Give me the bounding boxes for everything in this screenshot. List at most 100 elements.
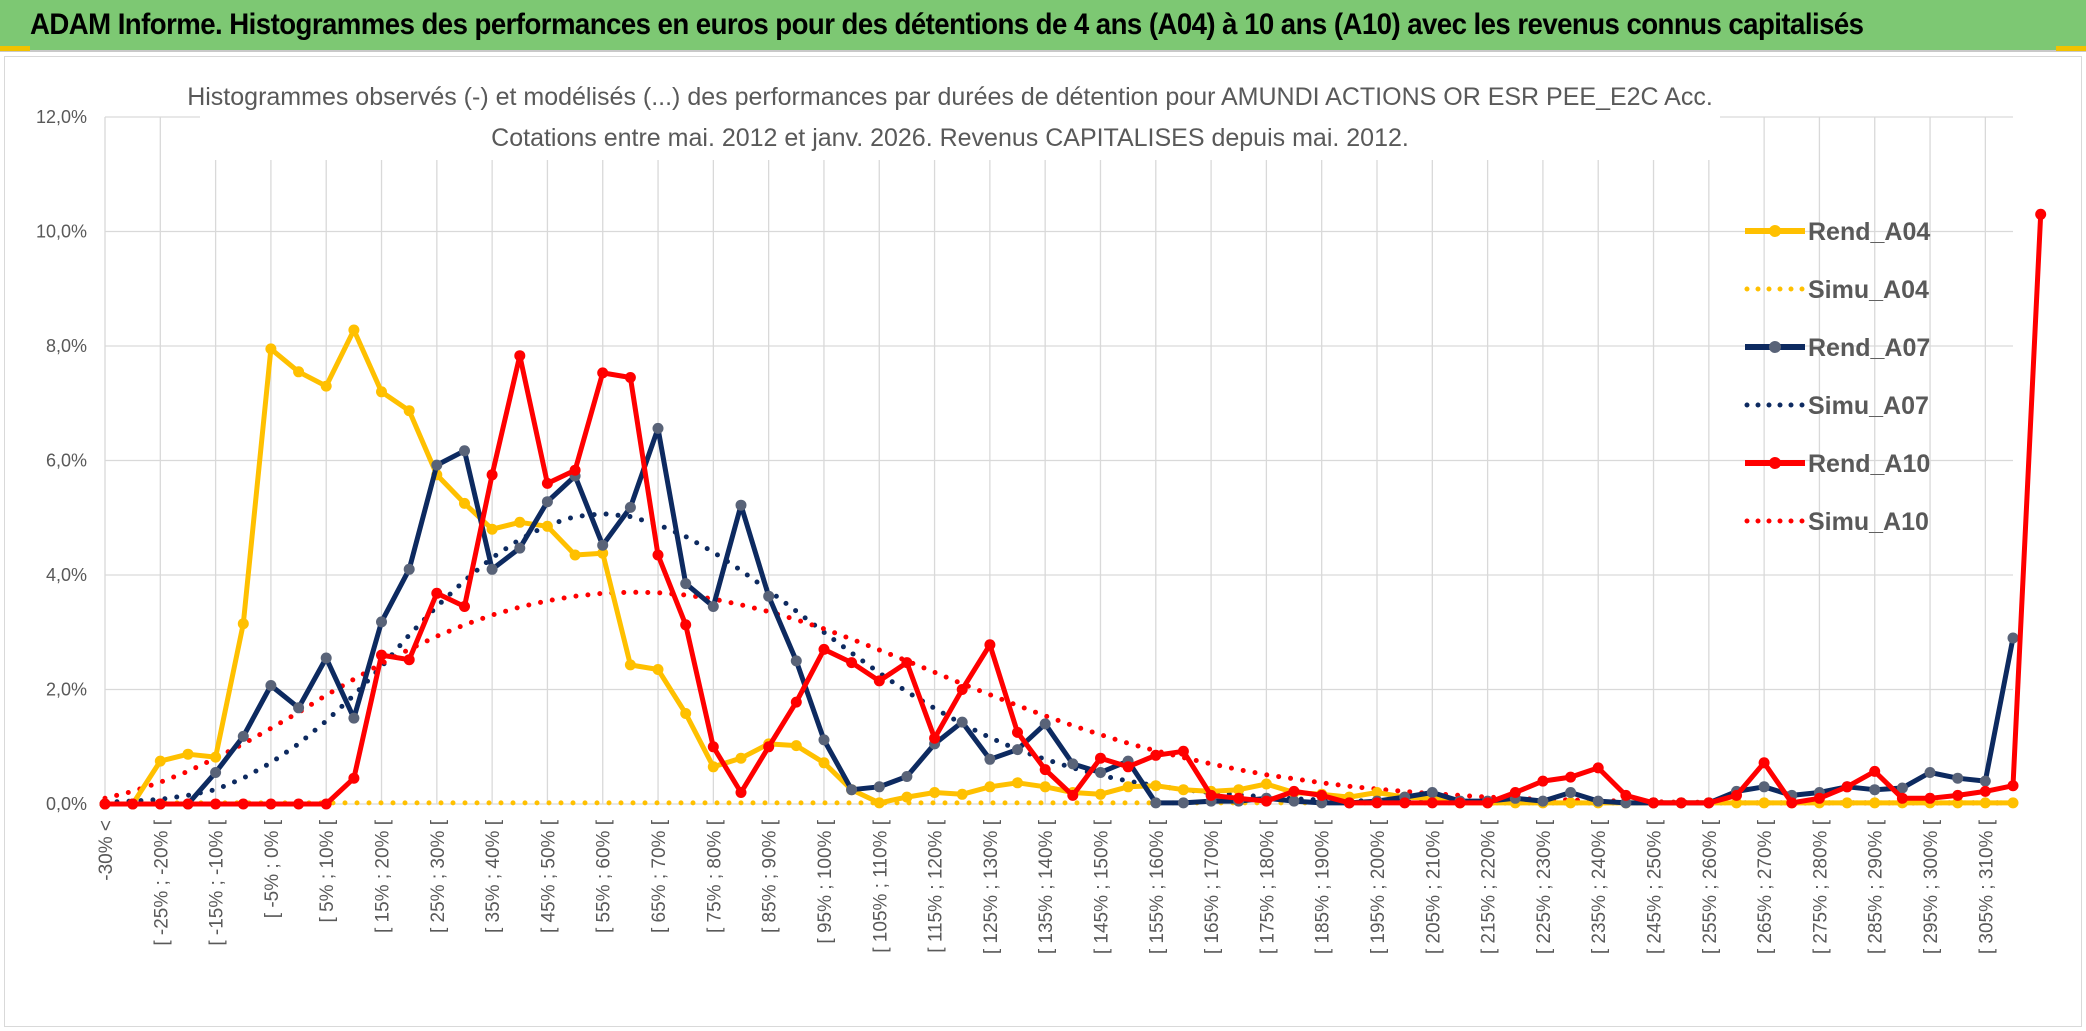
- y-axis-ticks: 0,0% 2,0% 4,0% 6,0% 8,0% 10,0% 12,0%: [36, 107, 87, 814]
- legend-entry-rend-a07: Rend_A07: [1745, 334, 1930, 362]
- x-tick-label: [ 245% ; 250% [: [1645, 819, 1666, 954]
- data-point: [624, 659, 636, 671]
- x-tick-label: [ 215% ; 220% [: [1479, 819, 1500, 954]
- x-tick-label: [ 255% ; 260% [: [1700, 819, 1721, 954]
- series-line: [105, 327, 2013, 807]
- x-tick-label: [ 305% ; 310% [: [1976, 819, 1997, 954]
- data-point: [2007, 632, 2019, 644]
- banner-accent-right: [2056, 46, 2086, 51]
- x-tick-label: [ 205% ; 210% [: [1423, 819, 1444, 954]
- data-point: [2007, 797, 2019, 809]
- data-point: [1675, 797, 1687, 809]
- data-point: [763, 741, 775, 753]
- data-point: [1592, 762, 1604, 774]
- data-point: [624, 372, 636, 383]
- chart-gridlines: [104, 116, 2013, 805]
- legend-entry-rend-a10: Rend_A10: [1745, 450, 1930, 478]
- data-point: [956, 684, 968, 695]
- x-tick-label: [ 75% ; 80% [: [704, 819, 725, 933]
- data-point: [873, 675, 885, 687]
- series-line: [105, 214, 2044, 807]
- data-point: [790, 740, 802, 752]
- series-rend-a10: [99, 208, 2047, 810]
- data-point: [680, 578, 692, 590]
- data-point: [818, 643, 830, 655]
- data-point: [818, 734, 830, 746]
- data-point: [818, 757, 830, 769]
- data-point: [1316, 789, 1328, 801]
- x-tick-label: [ 55% ; 60% [: [594, 819, 615, 933]
- x-tick-label: [ 295% ; 300% [: [1921, 819, 1942, 954]
- data-point: [1150, 780, 1162, 792]
- y-tick-label: 0,0%: [46, 794, 87, 814]
- data-point: [376, 386, 387, 398]
- data-point: [1758, 781, 1770, 793]
- series-rend-a07: [99, 422, 2019, 810]
- data-point: [403, 405, 415, 417]
- y-tick-label: 8,0%: [46, 336, 87, 356]
- data-point: [541, 477, 553, 489]
- data-point: [680, 619, 692, 631]
- data-point: [1012, 726, 1023, 738]
- data-point: [154, 798, 166, 810]
- data-point: [1758, 757, 1770, 769]
- data-point: [2007, 780, 2019, 792]
- data-point: [514, 350, 526, 362]
- legend-marker: [1769, 225, 1781, 237]
- data-point: [1896, 792, 1908, 804]
- data-point: [1150, 749, 1162, 761]
- data-point: [901, 657, 913, 669]
- legend-label: Rend_A04: [1808, 218, 1930, 246]
- data-point: [265, 680, 277, 691]
- data-point: [1565, 787, 1577, 798]
- data-point: [763, 590, 775, 602]
- x-tick-label: [ 225% ; 230% [: [1534, 819, 1555, 954]
- legend-entry-rend-a04: Rend_A04: [1745, 218, 1930, 246]
- legend-entry-simu-a10: Simu_A10: [1744, 508, 1929, 536]
- x-tick-label: [ 185% ; 190% [: [1313, 819, 1334, 954]
- data-point: [431, 459, 443, 471]
- data-point: [1095, 788, 1106, 800]
- x-tick-label: [ 135% ; 140% [: [1036, 819, 1057, 954]
- data-point: [348, 324, 360, 336]
- data-point: [459, 497, 470, 509]
- data-point: [2035, 208, 2047, 220]
- data-point: [929, 732, 941, 744]
- x-tick-label: [ -15% ; -10% [: [207, 819, 228, 945]
- data-point: [1924, 792, 1936, 804]
- data-point: [1122, 781, 1134, 793]
- data-point: [1537, 775, 1549, 787]
- banner-accent-left: [0, 46, 30, 51]
- data-point: [431, 587, 443, 599]
- data-point: [1786, 797, 1798, 809]
- data-point: [293, 702, 305, 714]
- series-line: [102, 589, 2016, 806]
- data-point: [1067, 758, 1079, 770]
- x-tick-label: [ 275% ; 280% [: [1810, 819, 1831, 954]
- data-point: [1233, 792, 1245, 804]
- chart-title: Histogrammes observés (-) et modélisés (…: [187, 83, 1713, 111]
- data-point: [514, 516, 526, 528]
- data-point: [486, 469, 498, 481]
- y-tick-label: 10,0%: [36, 222, 87, 242]
- data-point: [1288, 785, 1300, 797]
- data-point: [459, 445, 470, 457]
- y-tick-label: 4,0%: [46, 565, 87, 585]
- data-point: [1841, 781, 1853, 793]
- data-point: [486, 523, 498, 535]
- x-tick-label: [ 5% ; 10% [: [317, 819, 338, 922]
- x-tick-label: -30% <: [96, 820, 117, 881]
- chart-series: [99, 208, 2047, 810]
- data-point: [1426, 787, 1438, 798]
- data-point: [1565, 771, 1577, 783]
- data-point: [1565, 797, 1577, 809]
- data-point: [1979, 785, 1991, 797]
- data-point: [1177, 784, 1189, 796]
- data-point: [597, 547, 609, 559]
- data-point: [320, 652, 332, 664]
- data-point: [846, 784, 858, 796]
- y-tick-label: 12,0%: [36, 107, 87, 127]
- data-point: [1537, 795, 1549, 807]
- legend-label: Rend_A10: [1808, 450, 1930, 478]
- data-point: [1012, 777, 1023, 789]
